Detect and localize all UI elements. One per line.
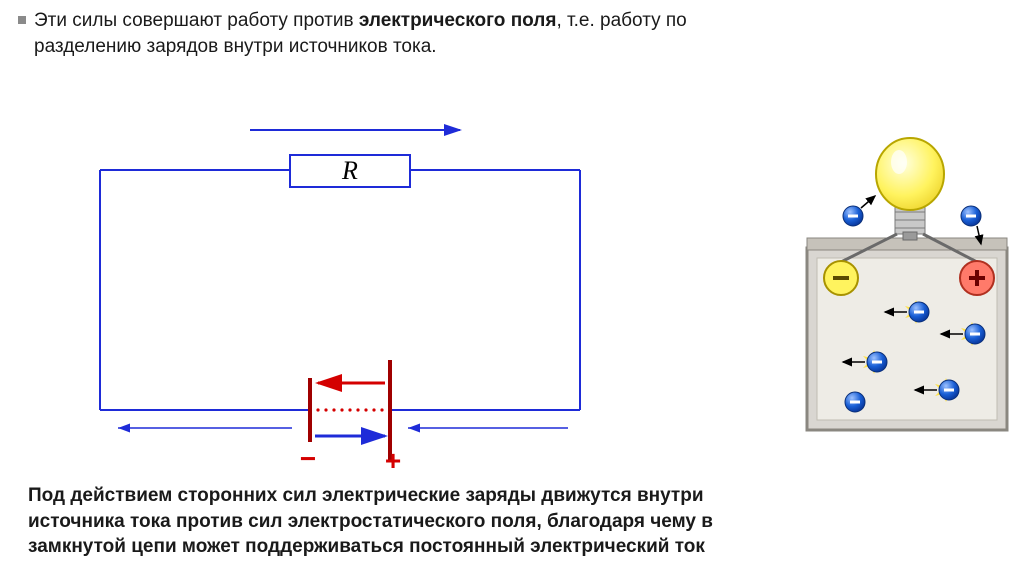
footer-line2: источника тока против сил электростатиче… — [28, 511, 713, 532]
svg-text:+: + — [385, 445, 401, 470]
external-charge-left — [843, 196, 875, 226]
svg-text:R: R — [341, 156, 358, 185]
footer-paragraph: Под действием сторонних сил электрически… — [28, 483, 1018, 560]
intro-bold: электрического поля — [359, 10, 557, 31]
footer-line1: Под действием сторонних сил электрически… — [28, 485, 704, 506]
internal-charge-5 — [845, 392, 865, 412]
intro-part1: Эти силы совершают работу против — [34, 10, 359, 31]
footer-line3: замкнутой цепи может поддерживаться пост… — [28, 536, 705, 557]
circuit-diagram: R − + — [60, 110, 620, 450]
lightbulb-icon — [876, 138, 944, 210]
bullet-marker — [18, 16, 26, 24]
battery-cell-diagram — [801, 130, 1016, 450]
intro-paragraph: Эти силы совершают работу против электри… — [34, 8, 774, 59]
svg-text:−: − — [300, 443, 316, 470]
